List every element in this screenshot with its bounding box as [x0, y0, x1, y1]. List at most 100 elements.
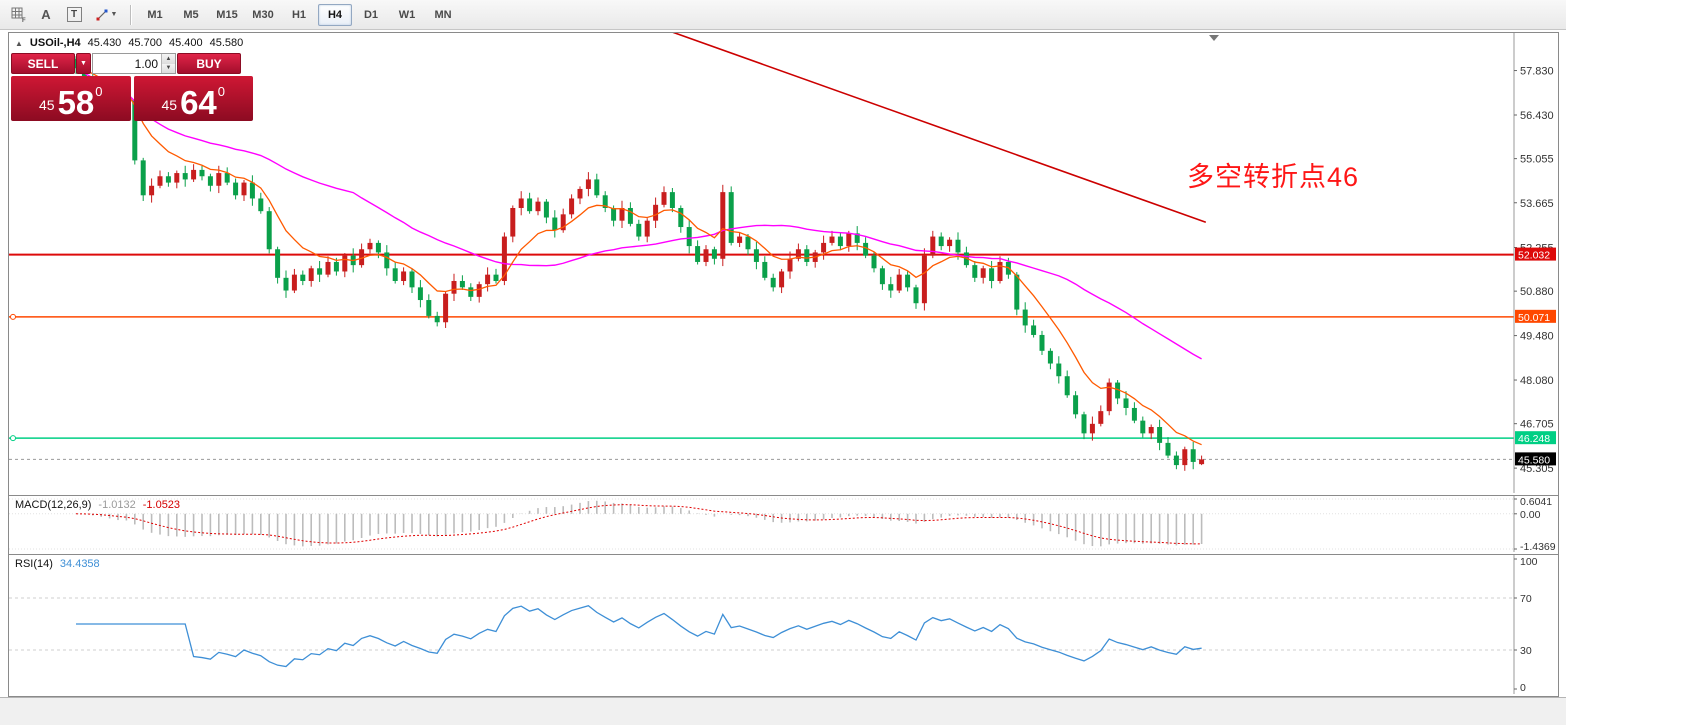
spinner-down-icon[interactable]: ▼: [161, 63, 175, 73]
text-label-tool-button[interactable]: A: [33, 3, 59, 27]
axis-label: 57.830: [1520, 66, 1554, 78]
candle-body: [1148, 427, 1154, 434]
candle-body: [451, 280, 457, 294]
chart-annotation[interactable]: 多空转折点46: [1187, 162, 1360, 192]
buy-button[interactable]: BUY: [177, 53, 241, 74]
timeframe-M5[interactable]: M5: [183, 8, 199, 21]
candle-body: [863, 242, 869, 256]
candle-body: [1190, 449, 1196, 462]
rsi-axis-label: 30: [1520, 645, 1532, 657]
chart-shift-marker: [1209, 35, 1219, 41]
candle-body: [913, 287, 919, 304]
volume-spinner[interactable]: ▲ ▼: [161, 54, 175, 73]
draw-objects-button[interactable]: ▼: [89, 3, 123, 27]
volume-field: ▲ ▼: [92, 53, 176, 74]
price-chart-canvas[interactable]: 57.83056.43055.05553.66552.25550.88049.4…: [9, 33, 1556, 493]
timeframe-MN[interactable]: MN: [434, 8, 452, 21]
candle-body: [518, 198, 524, 208]
candle-body: [560, 214, 566, 231]
candle-body: [384, 252, 390, 269]
candle-body: [510, 207, 516, 237]
svg-text:45.580: 45.580: [1518, 454, 1550, 466]
text-label-icon: A: [41, 7, 51, 22]
timeframe-H4[interactable]: H4: [318, 3, 352, 26]
candle-body: [837, 236, 843, 247]
trendline: [672, 33, 1207, 224]
axis-label: 49.480: [1520, 331, 1554, 343]
candle-body: [157, 176, 163, 186]
spinner-up-icon[interactable]: ▲: [161, 54, 175, 64]
timeframe-M15[interactable]: M15: [216, 8, 238, 21]
main-chart-panel: 57.83056.43055.05553.66552.25550.88049.4…: [8, 32, 1559, 496]
chevron-down-icon: ▼: [110, 11, 118, 18]
ohlc-close: 45.580: [209, 37, 244, 49]
volume-dropdown-button[interactable]: ▼: [76, 53, 91, 74]
rsi-label-row: RSI(14) 34.4358: [15, 558, 100, 570]
axis-label: 45.305: [1520, 463, 1554, 475]
macd-label-row: MACD(12,26,9) -1.0132 -1.0523: [15, 499, 180, 511]
candle-body: [459, 280, 465, 288]
candle-body: [367, 242, 373, 250]
candle-body: [804, 249, 810, 262]
candle-body: [275, 249, 281, 278]
candle-body: [1123, 398, 1129, 408]
sell-price-quote[interactable]: 45 58 0: [11, 76, 131, 121]
candle-body: [300, 274, 306, 281]
candle-body: [443, 293, 449, 323]
level-anchor: [10, 435, 16, 442]
candle-body: [342, 255, 348, 272]
candle-body: [149, 185, 155, 196]
candle-body: [905, 274, 911, 288]
macd-label: MACD(12,26,9): [15, 499, 92, 511]
candle-body: [762, 261, 768, 278]
candle-body: [308, 268, 314, 281]
candle-body: [644, 220, 650, 237]
candle-body: [140, 160, 146, 196]
timeframe-W1[interactable]: W1: [398, 8, 416, 21]
grid-tool-button[interactable]: F: [5, 3, 31, 27]
candle-body: [535, 201, 541, 212]
candle-body: [207, 176, 213, 186]
rsi-axis-label: 100: [1520, 556, 1538, 568]
candle-body: [871, 255, 877, 269]
candle-body: [787, 258, 793, 272]
text-box-tool-button[interactable]: T: [61, 3, 87, 27]
candle-body: [375, 242, 381, 253]
current-price-badge: [1515, 452, 1556, 466]
candle-body: [1173, 455, 1179, 466]
toolbar-separator: [130, 4, 131, 25]
candle-body: [1031, 325, 1037, 335]
svg-text:50.071: 50.071: [1518, 312, 1550, 324]
timeframe-M30[interactable]: M30: [252, 8, 274, 21]
timeframe-H1[interactable]: H1: [291, 8, 307, 21]
macd-panel: 0.6041 0.00 -1.4369 MACD(12,26,9) -1.0132 -1…: [8, 495, 1559, 555]
macd-axis-label: 0.6041: [1520, 496, 1552, 508]
candle-body: [879, 268, 885, 285]
level-badge: [1515, 309, 1556, 323]
timeframe-M1[interactable]: M1: [147, 8, 163, 21]
candle-body: [359, 249, 365, 266]
svg-text:52.032: 52.032: [1518, 250, 1550, 262]
rsi-panel: 100 70 30 0 RSI(14) 34.4358: [8, 554, 1559, 697]
timeframe-switcher: M1 M5 M15 M30 H1 H4 D1 W1 MN: [137, 3, 461, 26]
chevron-down-icon: ▼: [80, 60, 87, 67]
collapse-arrow-icon[interactable]: ▲: [15, 38, 23, 48]
buy-price-quote[interactable]: 45 64 0: [133, 76, 253, 121]
candle-body: [1165, 442, 1171, 456]
chart-header: ▲ USOil-,H4 45.430 45.700 45.400 45.580: [15, 37, 243, 49]
sell-button[interactable]: SELL: [11, 53, 75, 74]
candle-body: [947, 239, 953, 247]
candle-body: [199, 169, 205, 177]
candle-body: [241, 182, 247, 196]
candle-body: [233, 182, 239, 196]
draw-objects-icon: [96, 9, 108, 20]
volume-input[interactable]: [93, 54, 161, 73]
candle-body: [737, 236, 743, 243]
ohlc-high: 45.700: [128, 37, 162, 49]
candle-body: [191, 169, 197, 180]
timeframe-D1[interactable]: D1: [363, 8, 379, 21]
axis-label: 53.665: [1520, 198, 1554, 210]
rsi-label: RSI(14): [15, 558, 53, 570]
rsi-canvas[interactable]: 100 70 30 0: [9, 555, 1556, 694]
